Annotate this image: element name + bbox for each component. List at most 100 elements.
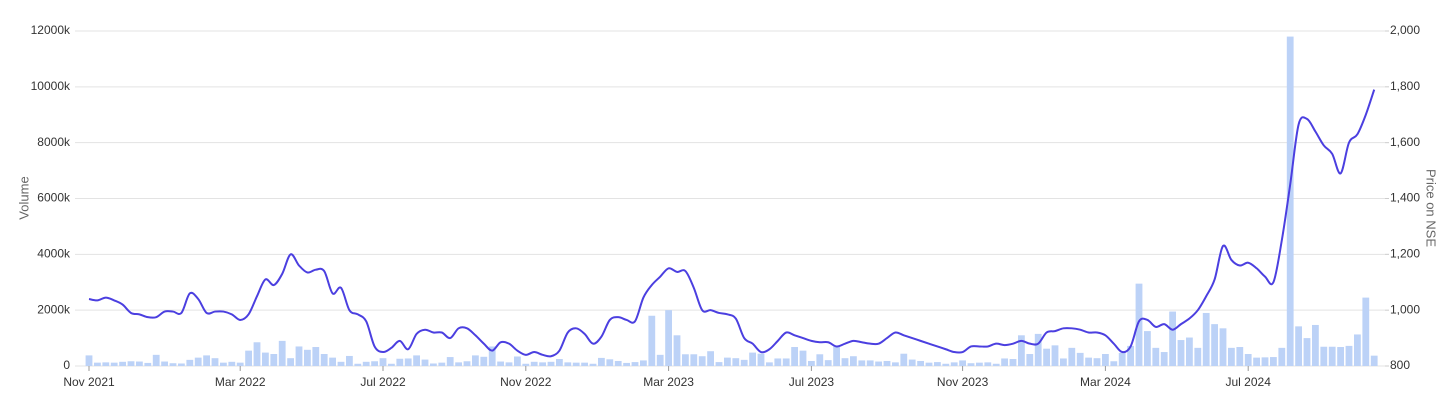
volume-bar xyxy=(1312,324,1319,366)
volume-bar xyxy=(1202,312,1210,366)
volume-bar xyxy=(984,362,992,366)
volume-bar xyxy=(1362,297,1370,366)
volume-bar xyxy=(488,346,496,366)
x-tick-label: Mar 2022 xyxy=(215,375,266,389)
volume-bar xyxy=(791,347,798,366)
y2-tick-label: 800 xyxy=(1390,358,1410,372)
volume-bar xyxy=(581,362,588,366)
volume-bar xyxy=(388,363,395,366)
x-tick-label: Jul 2023 xyxy=(789,375,835,389)
volume-bar xyxy=(1337,347,1344,366)
volume-bar xyxy=(640,360,647,366)
volume-bar xyxy=(346,355,353,366)
volume-bar xyxy=(1001,358,1008,366)
volume-bar xyxy=(665,310,672,366)
y-tick-label: 6000k xyxy=(37,191,71,205)
volume-bar xyxy=(1286,36,1294,366)
volume-bar xyxy=(631,362,639,366)
volume-bar xyxy=(589,363,597,366)
y2-tick-label: 1,200 xyxy=(1390,247,1420,261)
volume-bar xyxy=(572,362,580,366)
y2-tick-label: 1,600 xyxy=(1390,135,1420,149)
volume-bar xyxy=(320,353,328,366)
volume-bar xyxy=(556,359,563,366)
x-tick-label: Nov 2021 xyxy=(63,375,115,389)
volume-bar xyxy=(799,350,807,366)
volume-bar xyxy=(1244,353,1252,366)
volume-bar xyxy=(866,360,874,366)
volume-bar xyxy=(606,359,614,366)
volume-bar xyxy=(362,361,370,366)
volume-bar xyxy=(1152,347,1160,366)
volume-bar xyxy=(354,363,362,366)
x-tick-label: Jul 2022 xyxy=(360,375,406,389)
volume-bar xyxy=(1278,347,1286,366)
volume-bar xyxy=(1219,328,1227,366)
volume-bar xyxy=(673,335,681,366)
volume-bar xyxy=(295,346,303,366)
y-tick-label: 10000k xyxy=(31,79,71,93)
volume-bar xyxy=(1328,346,1336,366)
volume-bar xyxy=(908,359,916,366)
volume-bar xyxy=(312,347,320,366)
volume-bar xyxy=(925,362,933,366)
volume-bar xyxy=(152,354,160,366)
volume-bar xyxy=(992,363,1000,366)
volume-bar xyxy=(1144,331,1151,366)
volume-bar xyxy=(774,358,782,366)
volume-bar xyxy=(883,360,891,366)
volume-bar xyxy=(236,362,244,366)
volume-bar xyxy=(497,361,504,366)
volume-bar xyxy=(875,361,882,366)
volume-bar xyxy=(287,358,294,366)
volume-bar xyxy=(623,362,630,366)
volume-bar xyxy=(110,362,118,366)
volume-bar xyxy=(1026,353,1034,366)
volume-bar xyxy=(396,358,404,366)
volume-bar xyxy=(522,363,530,366)
y-tick-label: 8000k xyxy=(37,135,71,149)
volume-bar xyxy=(446,357,454,366)
x-tick-label: Mar 2024 xyxy=(1080,375,1131,389)
volume-bar xyxy=(976,362,983,366)
volume-bar xyxy=(85,355,93,366)
volume-bar xyxy=(934,362,941,366)
volume-bar xyxy=(404,358,412,366)
volume-bar xyxy=(950,362,958,366)
volume-bar xyxy=(270,353,278,366)
volume-bar xyxy=(371,361,378,366)
volume-bar xyxy=(278,340,286,366)
volume-bar xyxy=(463,361,471,366)
volume-bar xyxy=(1102,353,1109,366)
volume-bar xyxy=(808,360,815,366)
volume-bar xyxy=(1093,358,1101,366)
volume-bar xyxy=(656,354,664,366)
volume-bar xyxy=(1270,357,1277,366)
volume-bar xyxy=(1118,352,1126,366)
volume-bar xyxy=(690,354,698,366)
volume-bar xyxy=(682,354,689,366)
volume-bar xyxy=(530,361,538,366)
volume-bar xyxy=(1253,357,1260,366)
volume-bar xyxy=(413,355,420,366)
volume-bar xyxy=(648,315,656,366)
volume-bar xyxy=(220,362,227,366)
volume-bar xyxy=(732,358,740,366)
y-tick-label: 4000k xyxy=(37,247,71,261)
volume-bar xyxy=(1127,345,1134,366)
x-tick-label: Jul 2024 xyxy=(1226,375,1272,389)
y2-tick-label: 2,000 xyxy=(1390,23,1420,37)
x-tick-label: Mar 2023 xyxy=(643,375,694,389)
volume-bar xyxy=(1060,358,1067,366)
volume-bar xyxy=(169,363,177,366)
volume-bar xyxy=(707,351,714,366)
volume-bar xyxy=(421,359,429,366)
volume-bar xyxy=(1135,283,1143,366)
volume-bar xyxy=(1194,347,1202,366)
volume-bar xyxy=(203,355,210,366)
x-tick-label: Nov 2022 xyxy=(500,375,552,389)
volume-bar xyxy=(698,356,706,366)
volume-bar xyxy=(1295,326,1302,366)
y2-tick-label: 1,000 xyxy=(1390,302,1420,316)
x-tick-label: Nov 2023 xyxy=(937,375,989,389)
